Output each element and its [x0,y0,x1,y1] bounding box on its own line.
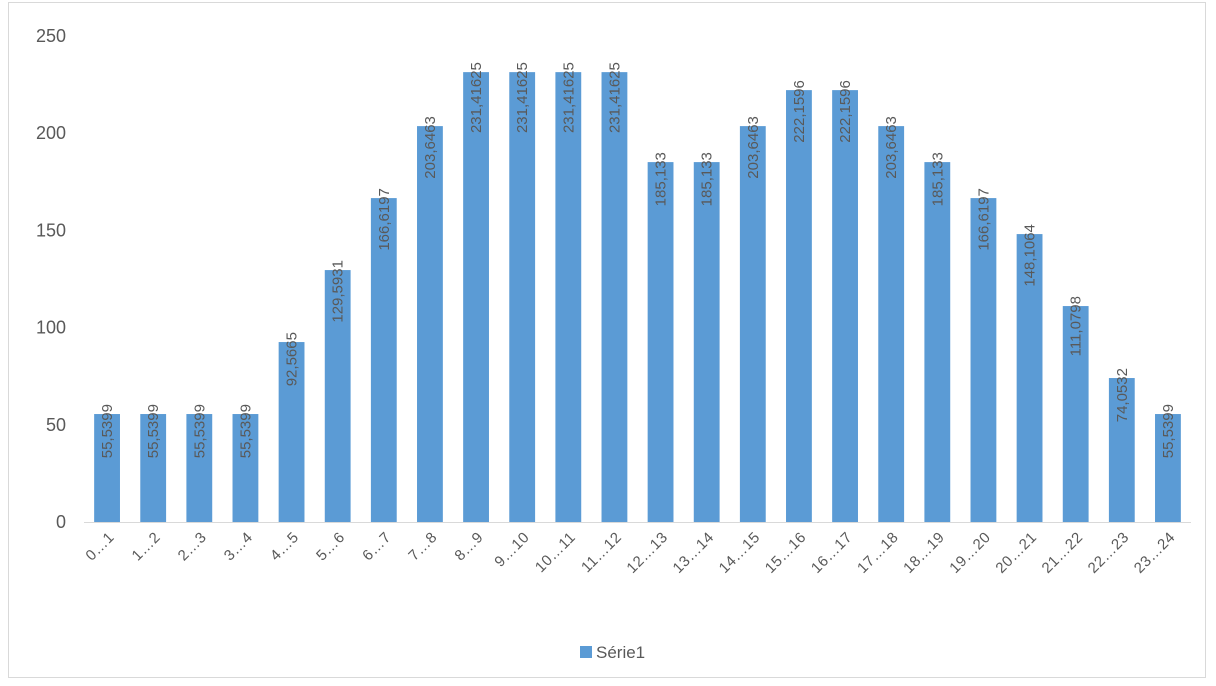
x-tick-label: 3…4 [221,529,256,564]
bar [1155,414,1181,522]
y-axis: 0 50 100 150 200 250 [36,26,66,532]
data-label: 148,1064 [1022,224,1039,287]
y-tick-label: 50 [46,415,66,435]
x-tick-label: 13…14 [670,529,718,577]
x-tick-label: 18…19 [900,529,948,577]
bar [1016,234,1043,522]
bar [970,198,997,522]
data-label: 231,41625 [514,62,531,133]
data-label: 166,6197 [376,188,393,251]
x-tick-label: 21…22 [1039,529,1087,577]
x-tick-label: 23…24 [1131,529,1179,577]
x-tick-label: 14…15 [716,529,764,577]
bar-series [94,72,1181,523]
bar [278,342,305,522]
legend-label: Série1 [596,643,645,662]
y-tick-label: 0 [56,512,66,532]
x-tick-label: 8…9 [451,529,486,564]
x-tick-label: 22…23 [1085,529,1133,577]
x-tick-label: 1…2 [129,529,164,564]
x-tick-label: 4…5 [267,529,302,564]
data-label: 185,133 [653,152,670,206]
data-label: 92,5665 [284,332,301,386]
x-tick-label: 16…17 [808,529,856,577]
data-label: 203,6463 [745,116,762,179]
bar [739,126,766,522]
chart-frame: 0 50 100 150 200 250 0…1 1…2 2…3 3…4 4…5 5…6 6…7 7…8… [8,2,1206,678]
x-tick-label: 11…12 [578,529,625,576]
data-label: 231,41625 [560,62,577,133]
data-label: 74,0532 [1114,368,1131,422]
data-label: 203,6463 [883,116,900,179]
x-tick-label: 12…13 [623,529,671,577]
bar [140,414,167,522]
x-tick-label: 0…1 [82,529,117,564]
bar [786,90,812,522]
x-tick-label: 20…21 [992,529,1040,577]
data-label: 185,133 [929,152,946,206]
data-label: 129,5931 [330,260,347,323]
data-label: 185,133 [699,152,716,206]
bar [878,126,905,522]
data-label: 111,0798 [1068,296,1085,356]
x-tick-label: 17…18 [854,529,902,577]
bar-chart: 0 50 100 150 200 250 0…1 1…2 2…3 3…4 4…5 5…6 6…7 7…8… [36,26,1191,662]
bar [509,72,536,523]
data-label: 166,6197 [975,188,992,251]
x-axis: 0…1 1…2 2…3 3…4 4…5 5…6 6…7 7…8 8…9 9…1010…1111…1… [82,522,1191,577]
data-label: 231,41625 [606,62,623,133]
x-tick-label: 2…3 [175,529,210,564]
bar [555,72,582,523]
legend: Série1 [580,643,645,662]
y-tick-label: 150 [36,220,66,240]
bar [693,162,720,522]
bar [463,72,489,523]
bar [601,72,628,523]
data-label: 55,5399 [1160,404,1177,458]
data-label: 231,41625 [468,62,485,133]
data-labels: 55,5399 55,5399 55,5399 55,5399 92,5665 129,5… [99,62,1177,458]
bar [324,270,351,522]
bar [94,414,120,522]
x-tick-label: 6…7 [359,529,394,564]
bar [232,414,259,522]
legend-swatch [580,646,592,658]
bar [186,414,213,522]
bar [1108,378,1135,522]
data-label: 55,5399 [237,404,254,458]
data-label: 55,5399 [191,404,208,458]
x-tick-label: 19…20 [946,529,994,577]
y-tick-label: 200 [36,123,66,143]
bar [832,90,858,522]
y-tick-label: 100 [36,318,66,338]
bar [370,198,397,522]
x-tick-label: 10…11 [532,529,579,576]
x-tick-label: 7…8 [405,529,440,564]
y-tick-label: 250 [36,26,66,46]
bar [1062,306,1089,522]
bar [647,162,674,522]
data-label: 222,1596 [837,80,854,143]
data-label: 55,5399 [99,404,116,458]
x-tick-label: 9…10 [491,529,533,571]
x-tick-label: 5…6 [313,529,348,564]
data-label: 203,6463 [422,116,439,179]
bar [417,126,443,522]
data-label: 222,1596 [791,80,808,143]
bar [924,162,951,522]
data-label: 55,5399 [145,404,162,458]
x-tick-label: 15…16 [762,529,810,577]
